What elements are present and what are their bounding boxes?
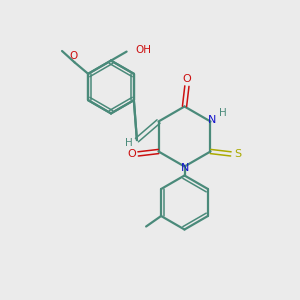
Text: N: N: [181, 163, 189, 173]
Text: O: O: [127, 149, 136, 159]
Text: N: N: [208, 115, 216, 125]
Text: S: S: [234, 149, 241, 159]
Text: H: H: [219, 107, 227, 118]
Text: O: O: [69, 51, 77, 61]
Text: O: O: [182, 74, 191, 85]
Text: OH: OH: [135, 45, 151, 56]
Text: H: H: [124, 138, 132, 148]
